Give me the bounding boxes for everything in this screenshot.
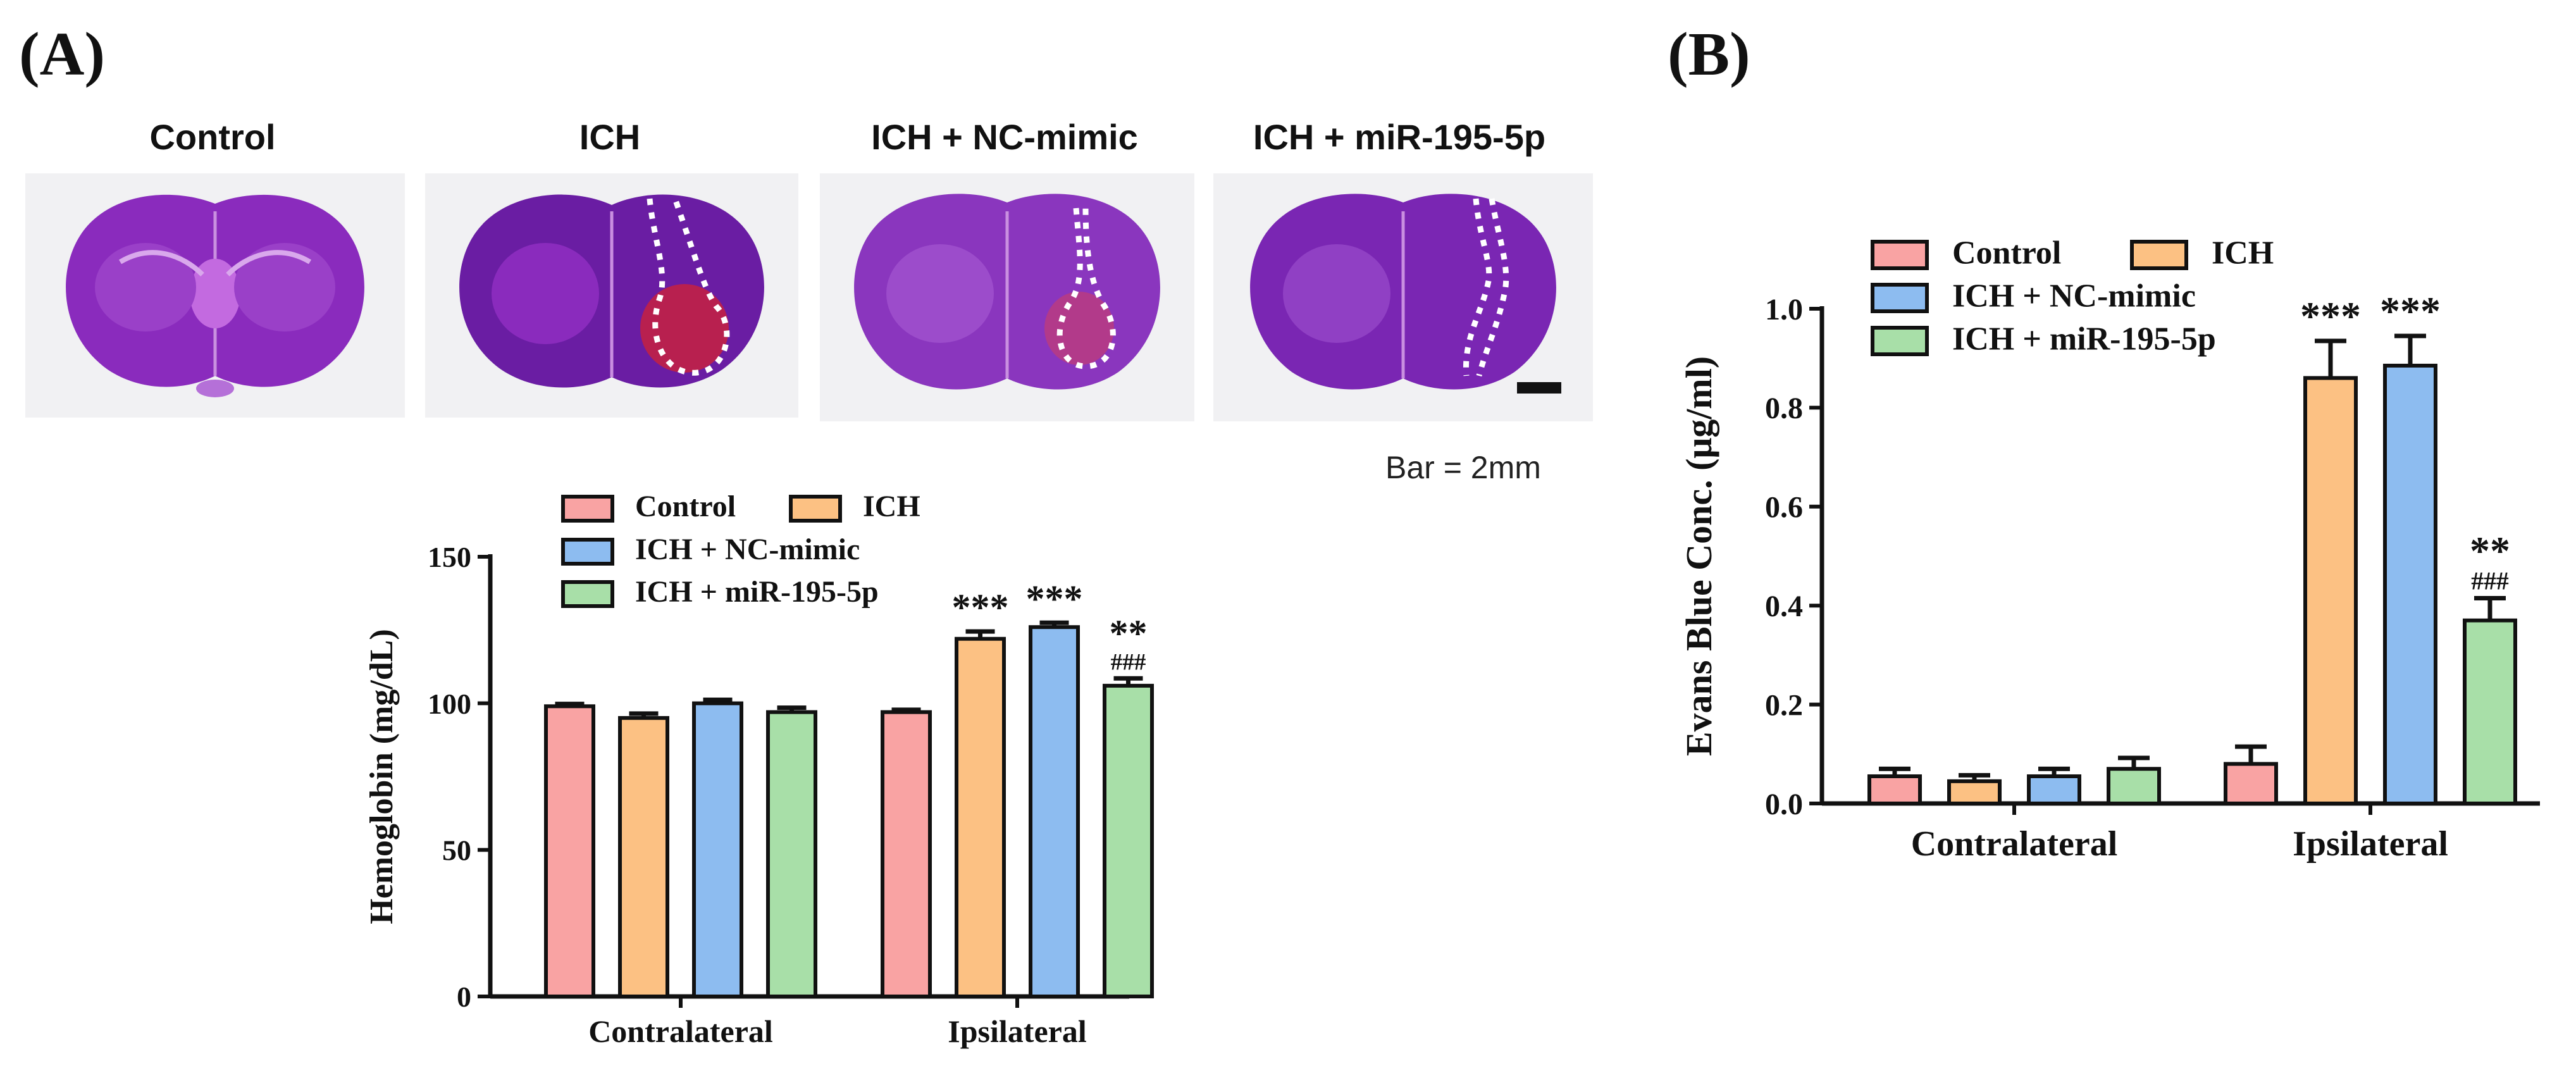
brain-slice-ich-nc-mimic-graphic bbox=[854, 194, 1160, 390]
evans-y-tick-label: 0.8 bbox=[1765, 392, 1803, 425]
hemoglobin-significance-star: *** bbox=[952, 586, 1009, 628]
hemoglobin-bar-ipsilateral-ich-mir-195-5p bbox=[1103, 683, 1154, 998]
hemoglobin-bar-ipsilateral-ich-nc-mimic bbox=[1029, 625, 1080, 998]
hemoglobin-bar-contralateral-ich-nc-mimic bbox=[692, 701, 743, 998]
hemoglobin-significance-star: ** bbox=[1110, 612, 1148, 654]
evans-significance-star: *** bbox=[2380, 288, 2441, 333]
evans-bar-ipsilateral-control bbox=[2224, 762, 2278, 806]
evans-y-tick-label: 0.2 bbox=[1765, 688, 1803, 722]
evans-bar-ipsilateral-ich-mir-195-5p bbox=[2463, 618, 2517, 805]
evans-legend-label-ich: ICH bbox=[2212, 235, 2274, 271]
hemoglobin-bar-contralateral-control bbox=[544, 704, 595, 998]
image-title-ich: ICH bbox=[579, 117, 641, 157]
brain-section-control bbox=[25, 173, 405, 418]
evans-y-axis-label: Evans Blue Conc. (μg/ml) bbox=[1678, 356, 1719, 756]
evans-category-label-ipsilateral: Ipsilateral bbox=[2293, 824, 2448, 864]
hemoglobin-category-label-ipsilateral: Ipsilateral bbox=[948, 1014, 1087, 1049]
hemoglobin-category-label-contralateral: Contralateral bbox=[588, 1014, 773, 1049]
evans-y-tick-label: 0.6 bbox=[1765, 491, 1803, 524]
hemoglobin-bar-chart: 0 50 100 150 Hemoglobin (mg/dL) Contralateral… bbox=[364, 490, 1154, 1049]
evans-legend-label-control: Control bbox=[1952, 235, 2061, 271]
hemoglobin-y-tick-label: 50 bbox=[442, 834, 471, 866]
hemoglobin-y-tick-label: 150 bbox=[428, 541, 471, 573]
hemoglobin-y-axis-label: Hemoglobin (mg/dL) bbox=[364, 629, 400, 924]
hemoglobin-y-tick-label: 0 bbox=[457, 981, 471, 1013]
evans-bar-ipsilateral-ich-nc-mimic bbox=[2383, 363, 2437, 805]
hemoglobin-legend-label-ich-nc-mimic: ICH + NC-mimic bbox=[635, 533, 860, 566]
hemoglobin-significance-star: *** bbox=[1026, 578, 1083, 619]
brain-slice-ich-graphic bbox=[459, 194, 764, 388]
scale-bar-label: Bar = 2mm bbox=[1385, 450, 1541, 485]
brain-section-ich-mir-195-5p bbox=[1213, 173, 1593, 421]
image-title-control: Control bbox=[149, 117, 276, 157]
brain-slice-control-graphic bbox=[66, 194, 364, 397]
evans-legend-label-ich-mir-195-5p: ICH + miR-195-5p bbox=[1952, 321, 2216, 357]
evans-legend-swatch-control bbox=[1871, 240, 1929, 270]
hemoglobin-bar-ipsilateral-control bbox=[881, 710, 932, 998]
panel-b-label: (B) bbox=[1668, 20, 1750, 89]
evans-y-tick-label: 1.0 bbox=[1765, 293, 1803, 326]
evans-significance-star: ** bbox=[2470, 528, 2510, 573]
evans-y-tick-label: 0.4 bbox=[1765, 590, 1803, 623]
hemoglobin-legend-swatch-ich bbox=[789, 495, 842, 523]
evans-legend-swatch-ich-mir-195-5p bbox=[1871, 326, 1929, 356]
hemoglobin-legend-label-control: Control bbox=[635, 490, 736, 523]
hemoglobin-bar-ipsilateral-ich bbox=[955, 636, 1006, 998]
brain-section-ich-nc-mimic bbox=[820, 173, 1194, 421]
hemoglobin-legend-swatch-ich-nc-mimic bbox=[561, 538, 614, 566]
image-title-ich-mir-195-5p: ICH + miR-195-5p bbox=[1253, 117, 1546, 157]
evans-blue-bar-chart: 0.0 0.2 0.4 0.6 0.8 1.0 Evans Blue Conc. (μg/m… bbox=[1678, 235, 2540, 864]
evans-bar-contralateral-ich-nc-mimic bbox=[2027, 774, 2081, 805]
evans-legend-swatch-ich-nc-mimic bbox=[1871, 283, 1929, 313]
evans-category-label-contralateral: Contralateral bbox=[1911, 824, 2118, 864]
evans-legend-label-ich-nc-mimic: ICH + NC-mimic bbox=[1952, 278, 2196, 314]
hemoglobin-bar-contralateral-ich bbox=[618, 716, 669, 998]
hemoglobin-legend-swatch-control bbox=[561, 495, 614, 523]
brain-slice-ich-mir-195-5p-graphic bbox=[1250, 194, 1561, 394]
hemoglobin-bar-contralateral-ich-mir-195-5p bbox=[766, 710, 817, 998]
evans-bar-contralateral-control bbox=[1867, 774, 1922, 805]
hemoglobin-significance-hash: ### bbox=[1111, 649, 1146, 675]
hemoglobin-y-tick-label: 100 bbox=[428, 688, 471, 720]
evans-legend-swatch-ich bbox=[2130, 240, 2188, 270]
brain-section-ich bbox=[425, 173, 798, 418]
image-title-ich-nc-mimic: ICH + NC-mimic bbox=[871, 117, 1138, 157]
evans-significance-star: *** bbox=[2300, 294, 2361, 338]
panel-a-label: (A) bbox=[19, 20, 106, 89]
evans-significance-hash: ### bbox=[2471, 567, 2509, 595]
evans-bar-contralateral-ich bbox=[1947, 779, 2002, 805]
hemoglobin-legend-label-ich-mir-195-5p: ICH + miR-195-5p bbox=[635, 575, 879, 609]
evans-bar-ipsilateral-ich bbox=[2303, 376, 2358, 806]
evans-y-tick-label: 0.0 bbox=[1765, 788, 1803, 821]
evans-bar-contralateral-ich-mir-195-5p bbox=[2107, 767, 2161, 806]
hemoglobin-legend-swatch-ich-mir-195-5p bbox=[561, 580, 614, 608]
hemoglobin-legend-label-ich: ICH bbox=[863, 490, 920, 523]
